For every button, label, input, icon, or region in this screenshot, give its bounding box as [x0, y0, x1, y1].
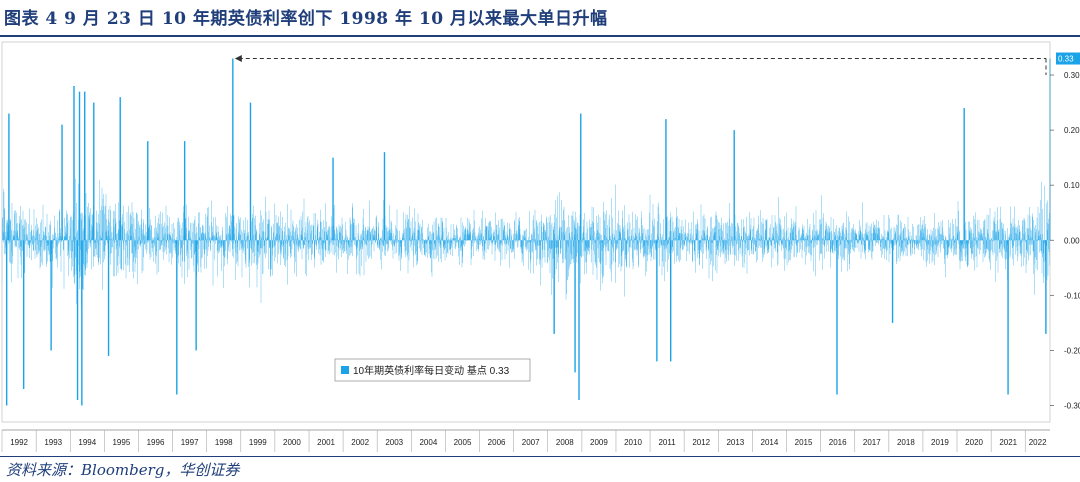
x-tick-label: 2001 — [317, 438, 335, 447]
x-tick-label: 2019 — [931, 438, 949, 447]
x-tick-label: 1995 — [112, 438, 130, 447]
x-tick-label: 2000 — [283, 438, 301, 447]
y-tick-label: 0.10 — [1064, 181, 1080, 190]
x-tick-label: 2004 — [419, 438, 437, 447]
legend-label: 10年期英债利率每日变动 基点 0.33 — [353, 364, 510, 377]
legend-box — [334, 358, 531, 382]
x-tick-label: 2006 — [488, 438, 506, 447]
daily-change-chart: -0.30 -0.20 -0.10 0.00 0.10 0.20 0.30 0.33 1992… — [0, 37, 1080, 456]
y-tick-label: -0.30 — [1064, 401, 1080, 410]
plot-frame — [1, 41, 1051, 423]
x-tick-label: 2013 — [726, 438, 744, 447]
title-divider — [0, 35, 1080, 37]
x-tick-label: 1993 — [44, 438, 62, 447]
x-tick-label: 2018 — [897, 438, 915, 447]
y-tick-label: -0.20 — [1064, 346, 1080, 355]
x-tick-label: 1997 — [181, 438, 199, 447]
x-tick-label: 2014 — [761, 438, 779, 447]
x-tick-label: 2007 — [522, 438, 540, 447]
y-tick-label: -0.10 — [1064, 291, 1080, 300]
legend: 10年期英债利率每日变动 基点 0.33 — [334, 358, 531, 382]
legend-swatch — [341, 366, 349, 374]
last-value-tag — [1056, 52, 1080, 65]
x-tick-label: 2005 — [454, 438, 472, 447]
y-tick-label: 0.00 — [1064, 236, 1080, 245]
x-tick-label: 2021 — [999, 438, 1017, 447]
x-tick-label: 2008 — [556, 438, 574, 447]
source-divider — [0, 456, 1080, 457]
x-tick-label: 1999 — [249, 438, 267, 447]
last-value-label: 0.33 — [1058, 55, 1074, 64]
annotations — [1, 41, 1051, 423]
y-tick-label: 0.20 — [1064, 126, 1080, 135]
x-tick-label: 2022 — [1029, 438, 1047, 447]
figure-title: 图表 4 9 月 23 日 10 年期英债利率创下 1998 年 10 月以来最… — [4, 9, 608, 29]
x-tick-label: 2009 — [590, 438, 608, 447]
x-tick-label: 2015 — [795, 438, 813, 447]
x-tick-label: 2010 — [624, 438, 642, 447]
x-tick-label: 1998 — [215, 438, 233, 447]
x-tick-label: 2011 — [658, 438, 676, 447]
source-note: 资料来源：Bloomberg，华创证券 — [6, 461, 240, 479]
y-axis: -0.30 -0.20 -0.10 0.00 0.10 0.20 0.30 0.33 — [1050, 52, 1080, 410]
x-tick-label: 1996 — [147, 438, 165, 447]
x-tick-label: 2002 — [351, 438, 369, 447]
x-tick-label: 1994 — [78, 438, 96, 447]
x-tick-label: 1992 — [10, 438, 28, 447]
x-tick-label: 2016 — [829, 438, 847, 447]
x-axis: 1992 1993 1994 1995 1996 1997 1998 1999 2000 2001… — [1, 429, 1050, 452]
x-tick-label: 2003 — [385, 438, 403, 447]
arrow-head — [234, 55, 242, 63]
x-tick-label: 2020 — [965, 438, 983, 447]
x-tick-label: 2012 — [692, 438, 710, 447]
y-tick-label: 0.30 — [1064, 71, 1080, 80]
x-tick-label: 2017 — [863, 438, 881, 447]
